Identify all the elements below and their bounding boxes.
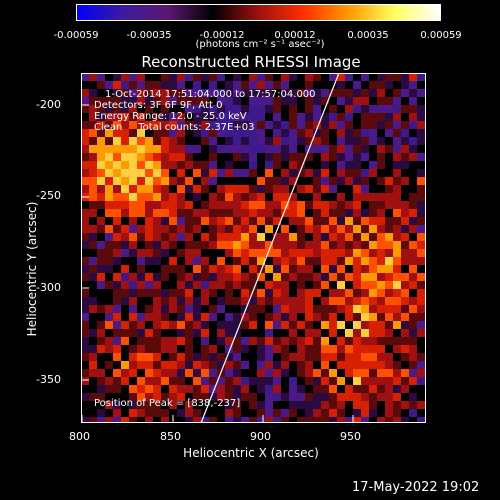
- colorbar-tick: -0.00059: [53, 30, 99, 41]
- clean-counts-label: Clean Total counts: 2.37E+03: [94, 122, 255, 133]
- x-tick-label: 800: [69, 430, 90, 443]
- plot-title: Reconstructed RHESSI Image: [141, 53, 361, 71]
- peak-position-label: Position of Peak = [838,-237]: [94, 398, 241, 409]
- colorbar-tick: -0.00012: [199, 30, 245, 41]
- y-tick-label: -300: [36, 281, 61, 294]
- y-tick-label: -200: [36, 98, 61, 111]
- rhessi-image: [81, 73, 426, 423]
- x-tick-label: 950: [340, 430, 361, 443]
- energy-range-label: Energy Range: 12.0 - 25.0 keV: [94, 111, 247, 122]
- detectors-label: Detectors: 3F 6F 9F, Att 0: [94, 100, 223, 111]
- y-axis-label: Heliocentric Y (arcsec): [25, 201, 39, 337]
- colorbar-tick: -0.00035: [126, 30, 172, 41]
- colorbar: [76, 4, 441, 21]
- x-tick-label: 900: [250, 430, 271, 443]
- image-pixels: [81, 73, 426, 423]
- time-range-label: 1-Oct-2014 17:51:04.000 to 17:57:04.000: [105, 89, 316, 100]
- x-tick-label: 850: [160, 430, 181, 443]
- plot-frame: [81, 73, 426, 423]
- y-tick-label: -250: [36, 189, 61, 202]
- colorbar-units: (photons cm⁻² s⁻¹ asec⁻²): [195, 39, 325, 50]
- colorbar-tick: 0.00012: [274, 30, 316, 41]
- x-axis-label: Heliocentric X (arcsec): [183, 446, 319, 460]
- axis-ticks: [81, 104, 354, 423]
- colorbar-tick: 0.00035: [347, 30, 389, 41]
- solar-limb-line: [200, 73, 340, 423]
- timestamp-footer: 17-May-2022 19:02: [352, 480, 480, 495]
- y-tick-label: -350: [36, 373, 61, 386]
- colorbar-tick: 0.00059: [420, 30, 462, 41]
